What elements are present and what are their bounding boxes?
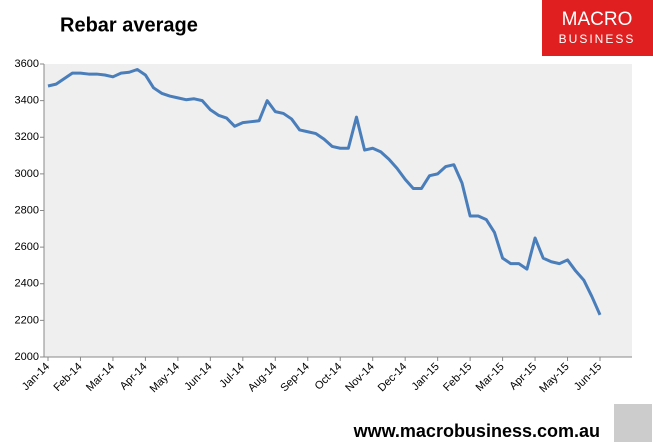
y-tick-label: 3000 (15, 168, 39, 180)
x-tick-label: Jan-14 (20, 361, 52, 393)
x-tick-label: Dec-14 (376, 361, 410, 395)
y-tick-label: 2000 (15, 351, 39, 363)
y-tick-label: 2600 (15, 241, 39, 253)
source-url: www.macrobusiness.com.au (353, 421, 600, 441)
x-tick-label: Jun-14 (182, 361, 214, 393)
x-tick-label: Feb-14 (52, 361, 85, 394)
x-tick-label: Oct-14 (313, 361, 345, 393)
x-tick-label: Nov-14 (343, 361, 377, 395)
plot-area (44, 64, 632, 357)
logo (542, 0, 653, 56)
y-tick-label: 2400 (15, 278, 39, 290)
x-tick-label: Mar-15 (474, 361, 507, 394)
y-tick-label: 2200 (15, 314, 39, 326)
y-tick-label: 3200 (15, 131, 39, 143)
chart-title: Rebar average (60, 14, 198, 36)
x-tick-label: Sep-14 (278, 361, 312, 395)
x-tick-label: Feb-15 (441, 361, 474, 394)
x-tick-label: Apr-14 (118, 361, 150, 393)
logo-text: BUSINESS (559, 32, 636, 46)
x-tick-label: Jun-15 (572, 361, 604, 393)
y-tick-label: 3600 (15, 58, 39, 70)
x-tick-label: Aug-14 (246, 361, 280, 395)
x-tick-label: Jul-14 (217, 361, 247, 391)
x-tick-label: Apr-15 (507, 361, 539, 393)
data-line (47, 67, 602, 316)
x-tick-label: Mar-14 (84, 361, 117, 394)
x-tick-label: May-15 (537, 361, 571, 395)
logo-text: MACRO (562, 9, 633, 30)
y-tick-label: 2800 (15, 204, 39, 216)
x-tick-label: May-14 (148, 361, 182, 395)
logo-icon (614, 404, 652, 442)
y-tick-label: 3400 (15, 95, 39, 107)
x-tick-label: Jan-15 (410, 361, 442, 393)
